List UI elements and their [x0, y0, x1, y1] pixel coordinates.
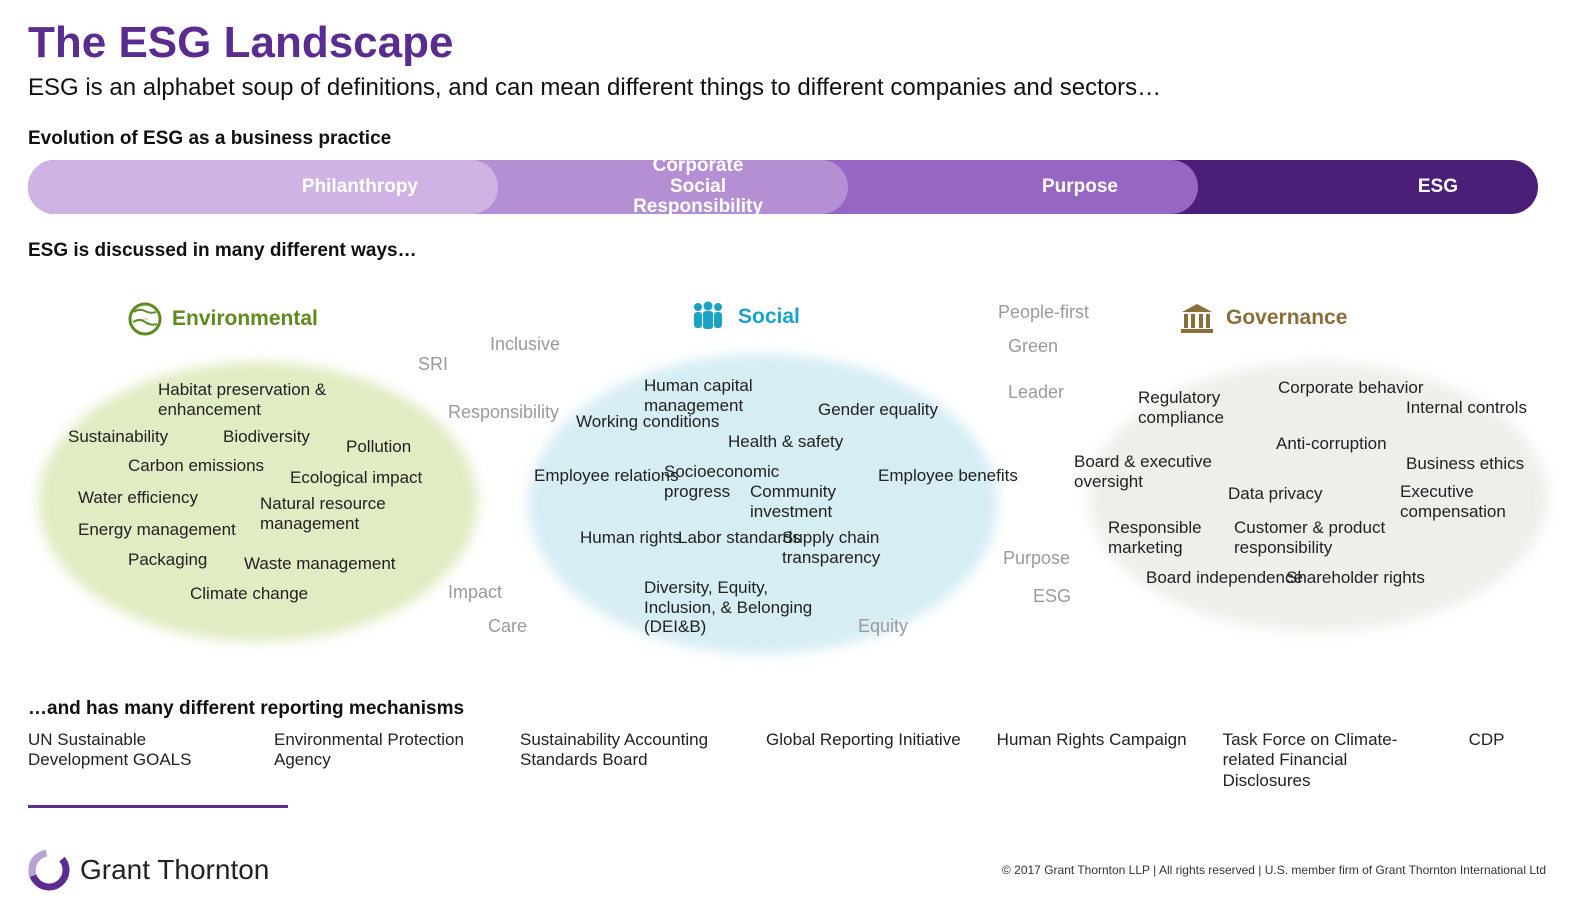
cloud-term: Human capital management [644, 376, 814, 415]
cloud-term: Habitat preservation & enhancement [158, 380, 328, 419]
cloud-term: Corporate behavior [1278, 378, 1448, 398]
cloud-term: Natural resource management [260, 494, 430, 533]
reporting-item: Human Rights Campaign [997, 730, 1187, 750]
floating-word: ESG [1033, 586, 1071, 607]
building-icon [1178, 302, 1216, 334]
evolution-bar: ESGPurposeCorporate Social Responsibilit… [28, 160, 1546, 214]
cloud-term: Diversity, Equity, Inclusion, & Belongin… [644, 578, 814, 637]
cloud-term: Energy management [78, 520, 236, 540]
cloud-area: Environmental Social [28, 272, 1546, 692]
logo-icon [28, 849, 70, 891]
cloud-term: Sustainability [68, 427, 168, 447]
page-subtitle: ESG is an alphabet soup of definitions, … [28, 74, 1546, 102]
footer: Grant Thornton © 2017 Grant Thornton LLP… [28, 849, 1546, 891]
cloud-term: Internal controls [1406, 398, 1574, 418]
cloud-term: Working conditions [576, 412, 746, 432]
cloud-term: Water efficiency [78, 488, 198, 508]
floating-word: SRI [418, 354, 448, 375]
cloud-term: Board & executive oversight [1074, 452, 1244, 491]
pillar-governance: Governance [1178, 302, 1347, 334]
cloud-term: Customer & product responsibility [1234, 518, 1404, 557]
cloud-term: Gender equality [818, 400, 938, 420]
cloud-term: Community investment [750, 482, 920, 521]
reporting-section: …and has many different reporting mechan… [28, 698, 1546, 808]
cloud-term: Pollution [346, 437, 411, 457]
reporting-list: UN Sustainable Development GOALS Environm… [28, 730, 1546, 791]
cloud-term: Executive compensation [1400, 482, 1570, 521]
cloud-term: Data privacy [1228, 484, 1322, 504]
evolution-segment: Philanthropy [28, 160, 498, 214]
reporting-item: Task Force on Climate-related Financial … [1223, 730, 1433, 791]
brand: Grant Thornton [28, 849, 269, 891]
reporting-item: Environmental Protection Agency [274, 730, 484, 771]
reporting-item: CDP [1469, 730, 1505, 750]
cloud-term: Biodiversity [223, 427, 310, 447]
cloud-term: Ecological impact [290, 468, 422, 488]
cloud-term: Waste management [244, 554, 396, 574]
cloud-term: Climate change [190, 584, 308, 604]
cloud-term: Employee benefits [878, 466, 1048, 486]
reporting-item: Global Reporting Initiative [766, 730, 961, 750]
pillar-label: Social [738, 305, 800, 329]
pillar-social: Social [688, 300, 800, 334]
reporting-item: Sustainability Accounting Standards Boar… [520, 730, 730, 771]
cloud-term: Packaging [128, 550, 207, 570]
floating-word: Responsibility [448, 402, 559, 423]
cloud-term: Business ethics [1406, 454, 1524, 474]
floating-word: Care [488, 616, 527, 637]
floating-word: Inclusive [490, 334, 560, 355]
reporting-heading: …and has many different reporting mechan… [28, 698, 1546, 720]
pillar-environmental: Environmental [128, 302, 318, 336]
floating-word: Leader [1008, 382, 1064, 403]
accent-underline [28, 805, 288, 808]
floating-word: Equity [858, 616, 908, 637]
pillar-label: Governance [1226, 306, 1347, 330]
reporting-item: UN Sustainable Development GOALS [28, 730, 238, 771]
discussion-heading: ESG is discussed in many different ways… [28, 240, 1546, 262]
globe-icon [128, 302, 162, 336]
floating-word: Green [1008, 336, 1058, 357]
copyright: © 2017 Grant Thornton LLP | All rights r… [1002, 863, 1546, 877]
page-title: The ESG Landscape [28, 18, 1546, 68]
floating-word: Impact [448, 582, 502, 603]
cloud-term: Health & safety [728, 432, 843, 452]
cloud-term: Anti-corruption [1276, 434, 1387, 454]
floating-word: People-first [998, 302, 1089, 323]
cloud-term: Supply chain transparency [782, 528, 952, 567]
floating-word: Purpose [1003, 548, 1070, 569]
cloud-term: Shareholder rights [1286, 568, 1456, 588]
evolution-heading: Evolution of ESG as a business practice [28, 128, 1546, 150]
pillar-label: Environmental [172, 307, 318, 331]
brand-text: Grant Thornton [80, 854, 269, 886]
cloud-term: Carbon emissions [128, 456, 264, 476]
people-icon [688, 300, 728, 334]
